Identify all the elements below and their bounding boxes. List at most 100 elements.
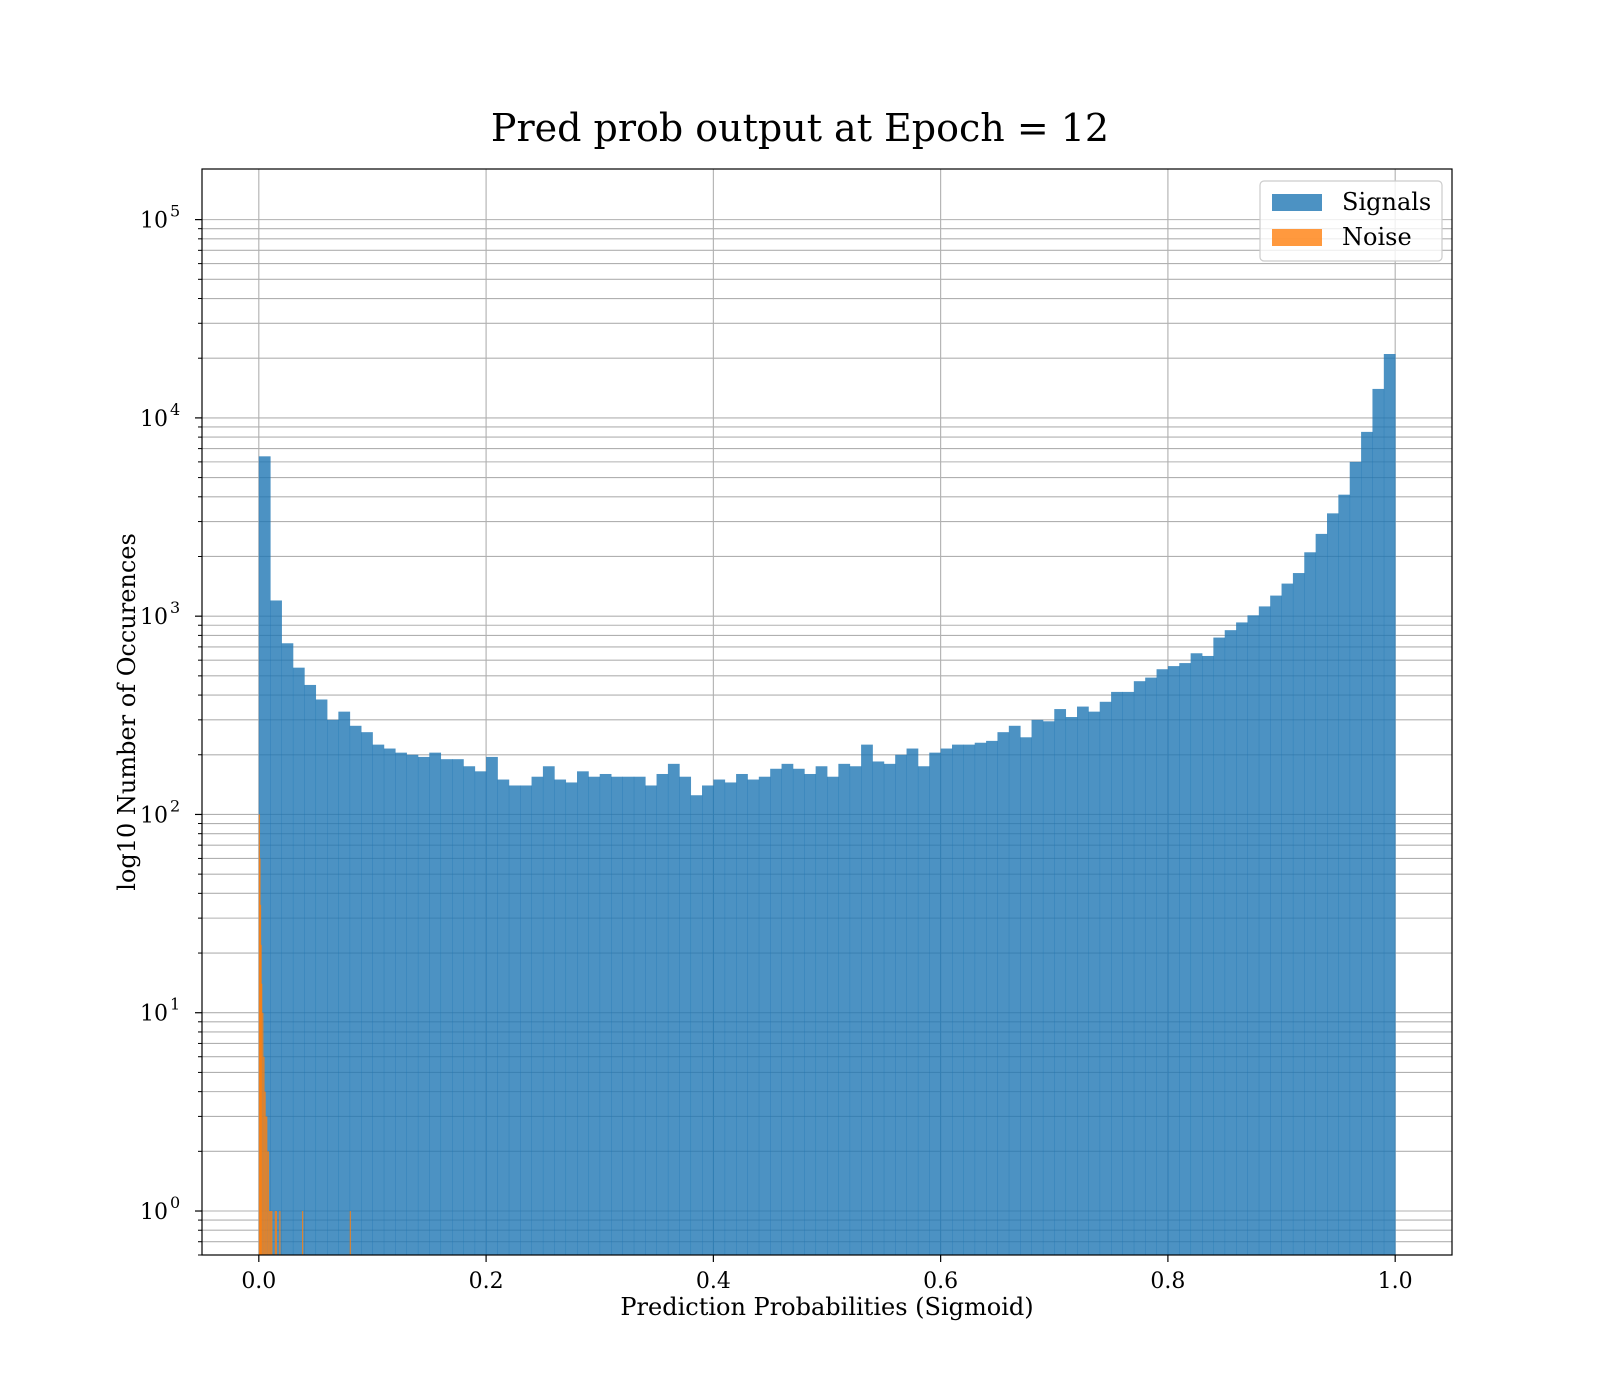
signals-bar [1236,622,1248,1255]
noise-bar [274,1211,277,1255]
signals-bar [872,761,885,1255]
signals-bar [531,776,544,1255]
signals-bar [270,600,282,1255]
signals-bar [1258,606,1271,1255]
signals-bar [372,744,385,1255]
signals-bar [645,785,657,1255]
legend-label-signals: Signals [1342,188,1431,216]
signals-bar [929,752,942,1255]
signals-bar [792,768,805,1255]
signals-bar [1111,691,1123,1255]
noise-bar [264,1091,266,1255]
signals-bar [849,766,862,1255]
signals-bar [1361,431,1373,1255]
signals-bar [1224,630,1237,1255]
y-tick-exponent: 1 [170,995,180,1014]
noise-bar [267,1151,270,1255]
signals-bar [554,779,567,1255]
y-tick-label: 10 [140,803,168,828]
signals-bar [815,766,828,1255]
plot-area [201,168,1453,1256]
y-tick-exponent: 4 [170,400,180,419]
y-tick-label: 10 [140,209,168,234]
signals-bar [1031,719,1044,1255]
signals-bar [338,711,351,1255]
noise-bar [263,1056,265,1255]
x-tick-label: 1.0 [1378,1269,1413,1294]
signals-bar [781,763,794,1255]
signals-bar [349,725,362,1255]
signals-bar [1008,725,1021,1255]
signals-bar [656,773,669,1255]
signals-bar [713,779,726,1255]
signals-bar [1042,721,1055,1255]
signals-bar [577,771,589,1255]
signals-bar [952,744,964,1255]
noise-bar [269,1211,273,1255]
signals-bar [702,785,714,1255]
signals-bar [508,785,521,1255]
x-tick-label: 0.0 [241,1269,276,1294]
signals-bars [258,354,1396,1256]
signals-bar [440,759,453,1255]
signals-bar [520,785,532,1255]
signals-bar [1156,669,1169,1255]
x-axis-label: Prediction Probabilities (Sigmoid) [620,1293,1033,1321]
y-tick-label: 10 [140,407,168,432]
signals-bar [406,754,419,1255]
signals-bar [497,779,510,1255]
signals-bar [974,742,987,1255]
signals-bar [1077,706,1089,1255]
signals-bar [1372,388,1385,1256]
signals-bar [474,771,487,1255]
signals-bar [917,766,930,1255]
signals-bar [304,684,317,1255]
legend-label-noise: Noise [1342,223,1412,251]
signals-bar [395,752,407,1255]
signals-bar [827,776,839,1255]
signals-bar [622,776,635,1255]
x-tick-label: 0.8 [1150,1269,1185,1294]
signals-bar [883,763,896,1255]
signals-bar [736,773,748,1255]
signals-bar [804,773,817,1255]
signals-bar [315,699,328,1255]
signals-bar [1327,513,1339,1255]
signals-bar [997,732,1010,1255]
signals-bar [463,766,476,1255]
y-tick-label: 10 [140,1002,168,1027]
signals-bar [1020,737,1032,1255]
y-tick-exponent: 3 [170,598,180,617]
noise-bar [265,1116,268,1255]
signals-bar [1190,653,1203,1255]
signals-bar [1349,461,1362,1255]
signals-bar [667,763,680,1255]
signals-bar [281,643,294,1255]
signals-bar [1292,573,1305,1255]
legend: Signals Noise [1259,180,1443,262]
signals-bar [361,732,373,1255]
signals-bar [1304,552,1317,1255]
signals-bar [292,667,305,1255]
y-tick-label: 10 [140,1200,168,1225]
noise-bar [279,1211,281,1255]
signals-bar [770,768,782,1255]
signals-bar [452,759,464,1255]
noise-bar [261,983,263,1255]
signals-bar [1065,717,1078,1255]
noise-bar [302,1211,304,1255]
y-tick-exponent: 2 [170,796,180,815]
signals-bar [1145,677,1157,1255]
signals-bar [611,776,623,1255]
signals-bar [963,744,976,1255]
signals-bar [986,740,998,1255]
signals-bar [486,756,498,1255]
signals-bar [1054,709,1067,1255]
signals-bar [861,744,873,1255]
signals-bar [1383,354,1396,1255]
signals-bar [542,766,555,1255]
signals-bar [1247,615,1260,1255]
y-tick-exponent: 5 [170,202,180,221]
